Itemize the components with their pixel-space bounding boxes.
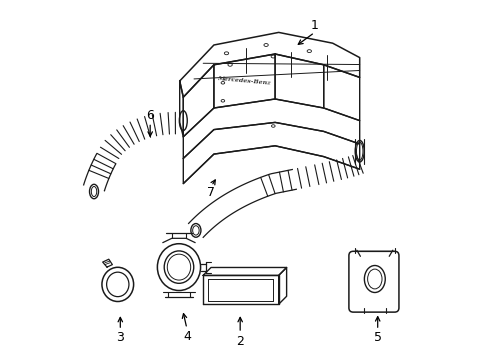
Text: 1: 1 — [310, 19, 318, 32]
Text: 6: 6 — [146, 109, 154, 122]
Text: Mercedes-Benz: Mercedes-Benz — [217, 76, 271, 86]
Text: 3: 3 — [116, 331, 124, 344]
Text: 7: 7 — [207, 186, 215, 199]
Text: 5: 5 — [373, 331, 381, 344]
Text: 4: 4 — [183, 330, 190, 343]
Text: 2: 2 — [236, 335, 244, 348]
